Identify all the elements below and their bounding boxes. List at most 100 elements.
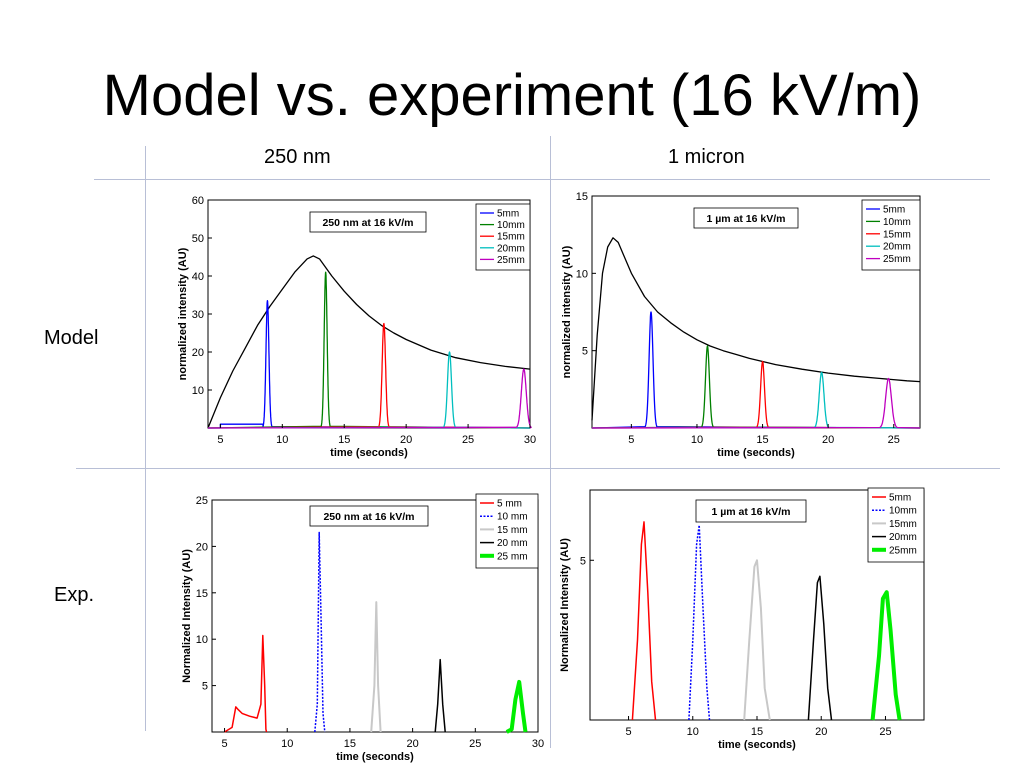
- x-tick-label: 10: [276, 434, 288, 446]
- legend-label-25mm: 25mm: [497, 255, 525, 266]
- x-tick-label: 20: [822, 434, 834, 446]
- chart-title-box: [693, 207, 799, 229]
- table-divider-center: [550, 136, 551, 748]
- model-250nm-chart: 5 10 15 20 25 30 10 20 30 40 50 60 time (seconds) nor…: [177, 195, 536, 459]
- y-tick-label: 5: [202, 681, 208, 693]
- y-tick-label: 30: [192, 309, 204, 321]
- legend-box: [475, 493, 539, 569]
- column-header-250nm: 250 nm: [264, 146, 331, 168]
- x-tick-label: 15: [338, 434, 350, 446]
- row-header-exp: Exp.: [54, 584, 95, 606]
- y-axis-label: Normalized Intensity (AU): [559, 538, 571, 672]
- legend-label-15mm: 15mm: [889, 519, 917, 530]
- x-tick-label: 15: [344, 738, 356, 750]
- exp-1micron-chart: 5 10 15 20 25 5 time (seconds) Normalized Inten…: [559, 487, 925, 751]
- x-tick-label: 10: [281, 738, 293, 750]
- legend-label-5mm: 5mm: [497, 209, 519, 220]
- chart-title: 250 nm at 16 kV/m: [323, 511, 414, 523]
- x-axis-label: time (seconds): [330, 447, 408, 459]
- row-header-model: Model: [44, 327, 99, 349]
- slide-title: Model vs. experiment (16 kV/m): [102, 63, 922, 128]
- series-line-10mm: [207, 271, 531, 429]
- y-tick-label: 5: [582, 346, 588, 358]
- envelope-curve: [591, 237, 921, 421]
- legend-label-10mm: 10mm: [497, 220, 525, 231]
- exp-250nm-chart: 5 10 15 20 25 30 5 10 15 20 25 time (seconds) Normal…: [181, 493, 544, 763]
- y-axis-label: Normalized Intensity (AU): [181, 549, 193, 683]
- y-tick-label: 20: [196, 541, 208, 553]
- legend-label-5mm: 5 mm: [497, 499, 522, 510]
- series-line-20mm: [807, 575, 833, 721]
- series-line-15mm: [743, 559, 771, 721]
- x-tick-label: 10: [687, 726, 699, 738]
- y-tick-label: 10: [576, 268, 588, 280]
- chart-title-box: [695, 499, 807, 523]
- legend-label-5mm: 5mm: [883, 205, 905, 216]
- x-tick-label: 20: [406, 738, 418, 750]
- y-tick-label: 20: [192, 347, 204, 359]
- series-line-25mm: [870, 590, 902, 721]
- series-line-5mm: [224, 634, 268, 733]
- series-line-15mm: [370, 601, 382, 733]
- y-tick-label: 50: [192, 233, 204, 245]
- x-tick-label: 5: [628, 434, 634, 446]
- legend-label-10mm: 10mm: [889, 506, 917, 517]
- series-line-10mm: [591, 345, 921, 429]
- x-tick-label: 5: [625, 726, 631, 738]
- column-header-1micron: 1 micron: [668, 146, 745, 168]
- legend-label-10mm: 10 mm: [497, 512, 528, 523]
- series-line-5mm: [591, 311, 921, 429]
- legend-label-5mm: 5mm: [889, 493, 911, 504]
- series-line-20mm: [434, 658, 446, 733]
- chart-title: 1 µm at 16 kV/m: [706, 213, 785, 225]
- x-tick-label: 5: [217, 434, 223, 446]
- y-tick-label: 5: [580, 555, 586, 567]
- legend-label-20mm: 20mm: [889, 532, 917, 543]
- series-line-5mm: [631, 521, 657, 721]
- x-axis-label: time (seconds): [336, 751, 414, 763]
- legend-label-20mm: 20mm: [497, 243, 525, 254]
- y-tick-label: 10: [196, 634, 208, 646]
- series-line-5mm: [208, 300, 531, 429]
- x-tick-label: 15: [756, 434, 768, 446]
- chart-title-box: [309, 505, 429, 527]
- chart-title: 250 nm at 16 kV/m: [322, 217, 413, 229]
- series-line-20mm: [591, 371, 921, 429]
- y-tick-label: 15: [576, 191, 588, 203]
- x-tick-label: 25: [462, 434, 474, 446]
- x-tick-label: 15: [751, 726, 763, 738]
- legend-label-25mm: 25mm: [889, 545, 917, 556]
- legend-label-20mm: 20 mm: [497, 538, 528, 549]
- series-line-10mm: [688, 524, 711, 721]
- x-tick-label: 10: [691, 434, 703, 446]
- x-axis-label: time (seconds): [718, 739, 796, 751]
- x-tick-label: 20: [400, 434, 412, 446]
- legend-label-15mm: 15mm: [497, 232, 525, 243]
- x-tick-label: 30: [532, 738, 544, 750]
- y-tick-label: 15: [196, 588, 208, 600]
- envelope-curve: [207, 255, 531, 429]
- legend-label-20mm: 20mm: [883, 242, 911, 253]
- series-line-15mm: [207, 322, 531, 429]
- x-tick-label: 30: [524, 434, 536, 446]
- series-line-25mm: [505, 679, 528, 734]
- y-tick-label: 10: [192, 385, 204, 397]
- legend-label-15mm: 15 mm: [497, 525, 528, 536]
- x-tick-label: 25: [879, 726, 891, 738]
- legend-label-10mm: 10mm: [883, 217, 911, 228]
- y-axis-label: normalized intensity (AU): [561, 245, 573, 378]
- x-axis-label: time (seconds): [717, 447, 795, 459]
- chart-title-box: [309, 211, 427, 233]
- series-line-25mm: [207, 368, 532, 429]
- table-divider-middle: [76, 468, 1000, 469]
- series-line-20mm: [207, 351, 531, 429]
- series-line-15mm: [591, 360, 921, 429]
- x-tick-label: 20: [815, 726, 827, 738]
- legend-label-25mm: 25mm: [883, 254, 911, 265]
- legend-label-15mm: 15mm: [883, 229, 911, 240]
- chart-title: 1 µm at 16 kV/m: [711, 506, 790, 518]
- series-line-25mm: [591, 377, 921, 429]
- x-tick-label: 5: [221, 738, 227, 750]
- table-divider-left: [145, 146, 146, 731]
- y-tick-label: 25: [196, 495, 208, 507]
